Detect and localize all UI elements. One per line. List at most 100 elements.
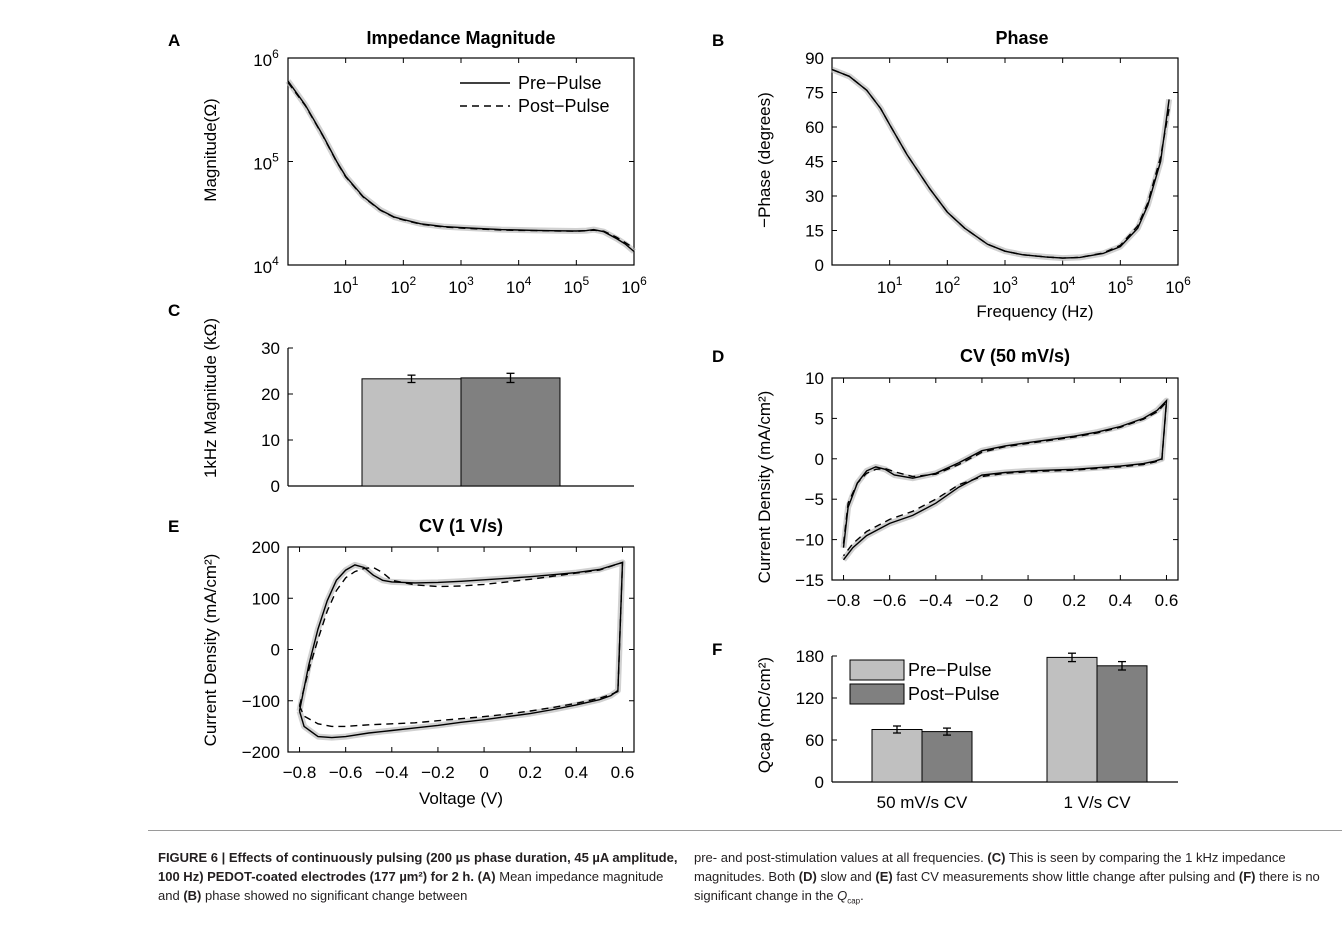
panel-b-xtick-label: 101: [877, 274, 903, 297]
caption-ref-e: (E): [875, 869, 893, 884]
panel-b-band: [830, 66, 1173, 262]
panel-d-xtick-label: −0.6: [873, 591, 907, 610]
panel-a-legend-pre: Pre−Pulse: [518, 73, 602, 93]
panel-d-xtick-label: 0: [1023, 591, 1032, 610]
panel-e-xtick-label: 0.4: [565, 763, 589, 782]
panel-f-legend-post-swatch: [849, 683, 905, 705]
panel-e-xtick-label: −0.6: [329, 763, 363, 782]
panel-b-xtick-label: 102: [935, 274, 961, 297]
panel-b-axes: [831, 57, 1179, 266]
caption-text: slow and: [816, 869, 876, 884]
panel-a-xtick-label: 103: [448, 274, 474, 297]
panel-c-ytick-label: 0: [271, 477, 280, 496]
panel-e-xlabel: Voltage (V): [419, 789, 503, 808]
figure-6: A B C D E F Impedance Magnitude Phase CV…: [168, 28, 1191, 812]
panel-e-xtick-label: 0.6: [611, 763, 635, 782]
panel-a-ytick-label: 104: [253, 254, 279, 277]
panel-e-ytick-label: 0: [271, 641, 280, 660]
panel-a-xtick-label: 101: [333, 274, 359, 297]
panel-letter-f: F: [712, 640, 722, 659]
panel-d-axes: [831, 377, 1179, 581]
panel-b-series-post: [831, 68, 1170, 259]
panel-f-legend-pre-swatch: [849, 659, 905, 681]
panel-a-ytick-label: 106: [253, 47, 279, 70]
panel-b-ytick-label: 75: [805, 84, 824, 103]
panel-b-title: Phase: [995, 28, 1048, 48]
panel-e-series-pre: [298, 561, 624, 739]
panel-e-xtick-label: −0.2: [421, 763, 455, 782]
panel-b-ytick-label: 45: [805, 153, 824, 172]
panel-f-bar: [1046, 656, 1098, 783]
caption-divider: [148, 830, 1342, 831]
caption-text: pre- and post-stimulation values at all …: [694, 850, 988, 865]
panel-a-xtick-label: 105: [564, 274, 590, 297]
panel-d-xtick-label: −0.8: [827, 591, 861, 610]
panel-d-title: CV (50 mV/s): [960, 346, 1070, 366]
panel-d-xtick-label: −0.2: [965, 591, 999, 610]
panel-a-ytick-label: 105: [253, 151, 279, 174]
panel-c-bar: [460, 377, 561, 487]
panel-c-ylabel: 1kHz Magnitude (kΩ): [201, 318, 220, 478]
panel-e-ytick-label: 200: [252, 538, 280, 557]
panel-a-ylabel: Magnitude(Ω): [201, 98, 220, 201]
panel-letter-d: D: [712, 347, 724, 366]
panel-f-legend-post: Post−Pulse: [908, 684, 1000, 704]
panel-d-ytick-label: 10: [805, 369, 824, 388]
panel-d-band: [840, 397, 1170, 562]
panel-c-ytick-label: 30: [261, 339, 280, 358]
panel-c-bar: [361, 378, 462, 487]
panel-d-xtick-label: −0.4: [919, 591, 953, 610]
panel-d-ytick-label: −15: [795, 571, 824, 590]
figure-caption-left: FIGURE 6 | Effects of continuously pulsi…: [158, 848, 688, 905]
panel-b-xlabel: Frequency (Hz): [976, 302, 1093, 321]
panel-b-ylabel: −Phase (degrees): [755, 92, 774, 228]
panel-e-title: CV (1 V/s): [419, 516, 503, 536]
panel-letter-e: E: [168, 517, 179, 536]
caption-bold-lead: FIGURE 6 | Effects of continuously pulsi…: [158, 850, 678, 884]
panel-a-xtick-label: 102: [391, 274, 417, 297]
panel-e-series-post: [298, 561, 624, 728]
panel-d-xtick-label: 0.4: [1109, 591, 1133, 610]
panel-d-ylabel: Current Density (mA/cm²): [755, 391, 774, 584]
caption-text: This is seen by comparing the 1 kHz impe…: [694, 850, 1286, 884]
caption-text: fast CV measurements show little change …: [892, 869, 1239, 884]
panel-e-ytick-label: −200: [242, 743, 280, 762]
panel-f-bar: [1096, 665, 1148, 783]
caption-text: there is no significant change in the: [694, 869, 1320, 903]
panel-f-bar: [871, 729, 923, 783]
panel-f-xtick-label: 1 V/s CV: [1063, 793, 1131, 812]
panel-f-ytick-label: 60: [805, 731, 824, 750]
caption-qcap-sub: cap: [847, 896, 861, 906]
caption-ref-d: (D): [798, 869, 817, 884]
panel-e-ytick-label: 100: [252, 589, 280, 608]
panel-c-ytick-label: 20: [261, 385, 280, 404]
panel-e-xtick-label: 0: [479, 763, 488, 782]
panel-letter-c: C: [168, 301, 180, 320]
panel-b-ytick-label: 0: [815, 256, 824, 275]
caption-ref-f: (F): [1238, 869, 1256, 884]
caption-ref-b: (B): [183, 888, 202, 903]
panel-f-ytick-label: 120: [796, 689, 824, 708]
panel-e-band: [296, 559, 626, 741]
panel-b-ytick-label: 15: [805, 222, 824, 241]
caption-qcap: Q: [837, 888, 848, 903]
panel-d-ytick-label: −5: [805, 490, 824, 509]
panel-b-xtick-label: 106: [1165, 274, 1191, 297]
panel-a-xtick-label: 106: [621, 274, 647, 297]
panel-a-series-post: [287, 82, 635, 249]
panel-f-ylabel: Qcap (mC/cm²): [755, 657, 774, 773]
panel-f-xtick-label: 50 mV/s CV: [877, 793, 968, 812]
panel-b-ytick-label: 90: [805, 49, 824, 68]
panel-e-ytick-label: −100: [242, 692, 280, 711]
panel-d-xtick-label: 0.2: [1062, 591, 1086, 610]
panel-b-xtick-label: 103: [992, 274, 1018, 297]
panel-b-xtick-label: 105: [1108, 274, 1134, 297]
panel-f-legend-pre: Pre−Pulse: [908, 660, 992, 680]
panel-f-ytick-label: 180: [796, 647, 824, 666]
panel-e-xtick-label: −0.8: [283, 763, 317, 782]
figure-caption-right: pre- and post-stimulation values at all …: [694, 848, 1342, 911]
panel-e-xtick-label: −0.4: [375, 763, 409, 782]
panel-b-ytick-label: 30: [805, 187, 824, 206]
panel-a-xtick-label: 104: [506, 274, 532, 297]
panel-a-title: Impedance Magnitude: [366, 28, 555, 48]
